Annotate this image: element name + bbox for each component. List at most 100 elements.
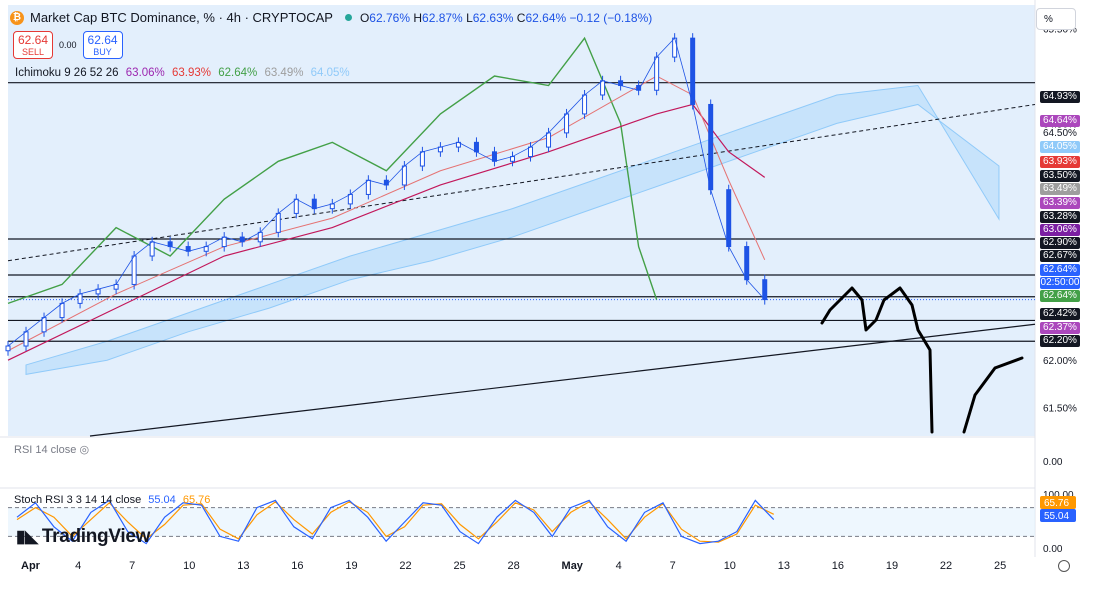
ichimoku-base-value: 63.93%: [172, 67, 212, 79]
ichimoku-cloud: [25, 84, 1000, 376]
price-scale-tag: 63.06%: [1040, 224, 1080, 236]
hand-drawn-path: [962, 356, 1024, 434]
sell-button[interactable]: 62.64 SELL: [13, 31, 53, 59]
price-scale-tag: 64.50%: [1043, 128, 1077, 139]
price-scale-tag: 02:50:00: [1040, 277, 1080, 289]
price-scale-tag: 63.50%: [1040, 170, 1080, 182]
ichimoku-label: Ichimoku 9 26 52 26: [15, 67, 119, 79]
price-candle: [41, 317, 47, 333]
price-scale-tag: 62.42%: [1040, 308, 1080, 320]
stoch-y-tick-label: 0.00: [1043, 544, 1063, 555]
support-trend-line: [89, 323, 1036, 437]
x-tick-label: 10: [183, 560, 195, 572]
price-scale-tag: 62.64%: [1040, 290, 1080, 302]
price-scale-tag: 62.67%: [1040, 250, 1080, 262]
price-candle: [347, 193, 353, 205]
chart-header: ₿ Market Cap BTC Dominance, % · 4h · CRY…: [10, 10, 652, 25]
hand-drawn-path: [820, 286, 934, 434]
x-tick-label: 7: [129, 560, 135, 572]
stoch-k-value: 55.04: [148, 494, 176, 506]
y-tick-label: 62.00%: [1043, 356, 1077, 367]
stoch-value-tag: [1040, 496, 1076, 509]
price-candle: [708, 103, 714, 191]
price-candle: [582, 94, 588, 115]
buy-button[interactable]: 62.64 BUY: [82, 31, 123, 59]
ichimoku-span-b-value: 64.05%: [310, 67, 350, 79]
price-candle: [311, 198, 317, 210]
price-candle: [23, 331, 29, 347]
price-candle: [528, 146, 534, 158]
x-tick-label: 22: [940, 560, 952, 572]
price-candle: [401, 165, 407, 186]
y-tick-label: 61.50%: [1043, 404, 1077, 415]
x-tick-label: May: [562, 560, 584, 572]
stoch-band: [8, 507, 1035, 537]
stoch-rsi-legend[interactable]: Stoch RSI 3 3 14 14 close 55.04 65.76: [14, 494, 211, 506]
x-tick-label: 25: [453, 560, 465, 572]
price-scale-tag: 64.05%: [1040, 141, 1080, 153]
price-candle: [257, 231, 263, 243]
price-scale-tag: 62.90%: [1040, 237, 1080, 249]
ohlc-readout: O62.76% H62.87% L62.63% C62.64% −0.12 (−…: [359, 10, 653, 25]
price-scale-tag: 63.49%: [1040, 183, 1080, 195]
y-tick-label: 65.50%: [1043, 25, 1077, 36]
x-tick-label: Apr: [21, 560, 41, 572]
price-scale-tag: 63.28%: [1040, 211, 1080, 223]
price-candle: [762, 279, 768, 301]
price-candle: [654, 56, 660, 91]
price-candle: [275, 212, 281, 233]
ichimoku-conversion-value: 63.06%: [125, 67, 165, 79]
x-tick-label: 22: [399, 560, 411, 572]
price-candle: [365, 179, 371, 195]
trade-panel: 62.64 SELL 0.00 62.64 BUY: [13, 31, 123, 59]
x-tick-label: 13: [778, 560, 790, 572]
x-tick-label: 16: [291, 560, 303, 572]
settings-gear-icon[interactable]: [1058, 560, 1070, 572]
x-tick-label: 7: [670, 560, 676, 572]
price-candle: [77, 293, 83, 304]
price-scale-tag: 63.39%: [1040, 197, 1080, 209]
price-candle: [600, 80, 606, 96]
unit-button[interactable]: %: [1036, 8, 1076, 30]
stoch-value-tag-text: 55.04: [1044, 511, 1069, 522]
price-candle: [131, 255, 137, 285]
symbol-title[interactable]: Market Cap BTC Dominance, % · 4h · CRYPT…: [30, 10, 333, 25]
tradingview-logo-icon: ▮◣: [16, 527, 38, 546]
x-tick-label: 10: [724, 560, 736, 572]
price-scale-tag: 64.93%: [1040, 91, 1080, 103]
market-status-dot-icon: [344, 14, 352, 21]
rsi-panel-bg: [8, 437, 1035, 487]
price-candle: [5, 345, 11, 352]
price-candle: [672, 37, 678, 58]
price-candle: [726, 189, 732, 248]
change-readout: −0.12 (−0.18%): [569, 10, 653, 25]
price-candle: [491, 151, 497, 162]
rsi-y-tick-label: 0.00: [1043, 457, 1063, 468]
x-tick-label: 25: [994, 560, 1006, 572]
price-candle: [564, 113, 570, 134]
x-tick-label: 19: [345, 560, 357, 572]
price-candle: [690, 37, 696, 105]
eye-hidden-icon[interactable]: ◎: [79, 444, 90, 456]
stoch-value-tag-text: 65.76: [1044, 498, 1069, 509]
price-line: [7, 37, 766, 347]
ichimoku-legend[interactable]: Ichimoku 9 26 52 26 63.06% 63.93% 62.64%…: [15, 67, 354, 79]
bitcoin-icon: ₿: [10, 10, 24, 25]
price-candle: [744, 246, 750, 281]
price-candle: [473, 141, 479, 153]
x-tick-label: 13: [237, 560, 249, 572]
price-candle: [149, 241, 155, 257]
ichimoku-span-a-value: 63.49%: [264, 67, 304, 79]
ichimoku-lagging-value: 62.64%: [218, 67, 258, 79]
stoch-y-tick-label: 100.00: [1043, 490, 1074, 501]
price-candle: [59, 302, 65, 319]
price-scale-tag: 62.64%: [1040, 264, 1080, 276]
spread-value: 0.00: [59, 40, 77, 50]
stoch-d-value: 65.76: [182, 494, 211, 506]
price-candle: [293, 198, 299, 214]
rsi-legend[interactable]: RSI 14 close ◎: [14, 444, 90, 456]
stoch-k-line: [16, 499, 775, 545]
price-scale-tag: 62.37%: [1040, 322, 1080, 334]
